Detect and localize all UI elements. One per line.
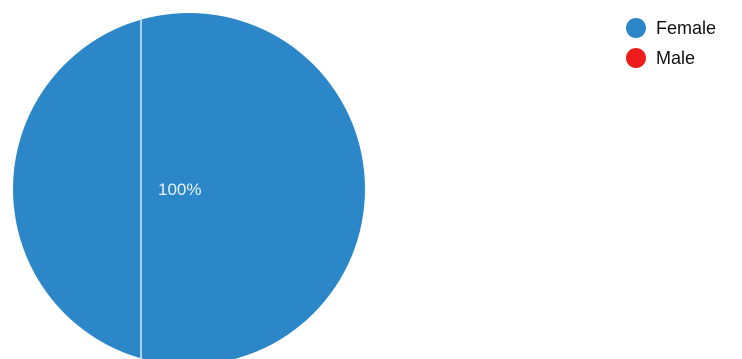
pie-slices [13, 13, 365, 359]
legend-label-male: Male [656, 47, 696, 68]
chart-legend: Female Male [626, 15, 716, 75]
legend-label-female: Female [656, 17, 717, 38]
pie-slice-label-female: 100% [158, 180, 201, 199]
legend-item-male[interactable]: Male [626, 45, 716, 71]
legend-swatch-female [626, 18, 646, 38]
legend-item-female[interactable]: Female [626, 15, 716, 41]
pie-slice-female[interactable] [13, 13, 365, 359]
pie-slice-labels: 100% [158, 180, 201, 199]
legend-swatch-male [626, 48, 646, 68]
